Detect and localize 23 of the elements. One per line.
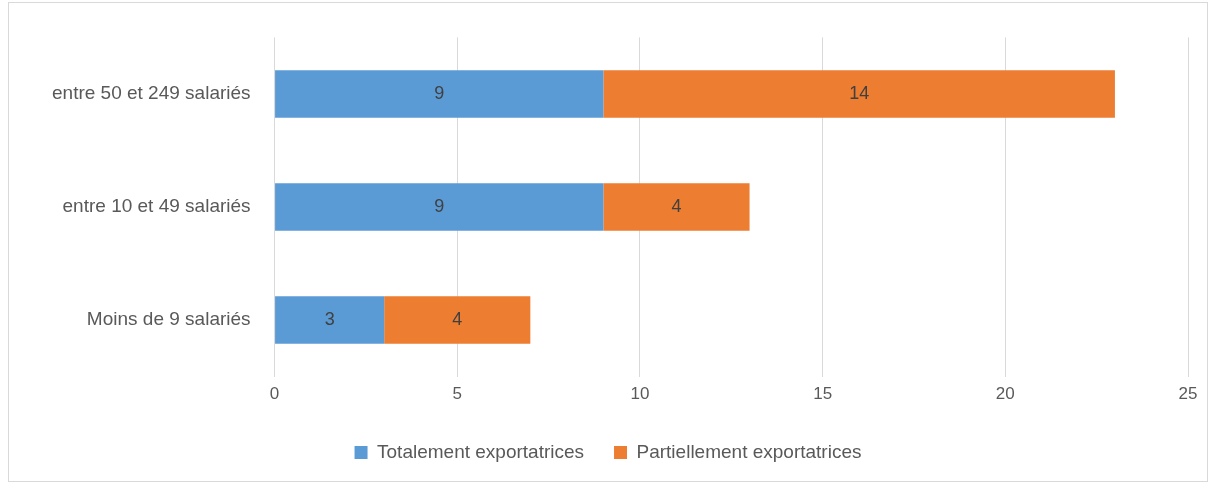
y-tick-label: Moins de 9 salariés	[86, 308, 251, 330]
data-label: 3	[324, 309, 335, 330]
bar	[275, 296, 385, 344]
y-tick-label: entre 50 et 249 salariés	[51, 82, 251, 104]
bar	[603, 183, 750, 231]
bar	[384, 296, 531, 344]
x-tick-label: 25	[1178, 384, 1198, 404]
legend-label: Totalement exportatrices	[377, 440, 585, 462]
y-tick-label: entre 10 et 49 salariés	[62, 195, 251, 217]
bar	[603, 70, 1115, 118]
legend-label: Partiellement exportatrices	[636, 440, 862, 462]
data-label: 4	[452, 309, 463, 330]
bar	[275, 70, 604, 118]
x-tick-label: 0	[269, 384, 280, 404]
bar	[275, 183, 604, 231]
data-label: 9	[434, 195, 445, 216]
data-label: 14	[849, 82, 870, 103]
data-label: 9	[434, 82, 445, 103]
x-tick-label: 5	[452, 384, 462, 404]
x-tick-label: 15	[813, 384, 833, 404]
x-tick-label: 10	[630, 384, 650, 404]
data-label: 4	[671, 195, 682, 216]
x-tick-label: 20	[995, 384, 1015, 404]
